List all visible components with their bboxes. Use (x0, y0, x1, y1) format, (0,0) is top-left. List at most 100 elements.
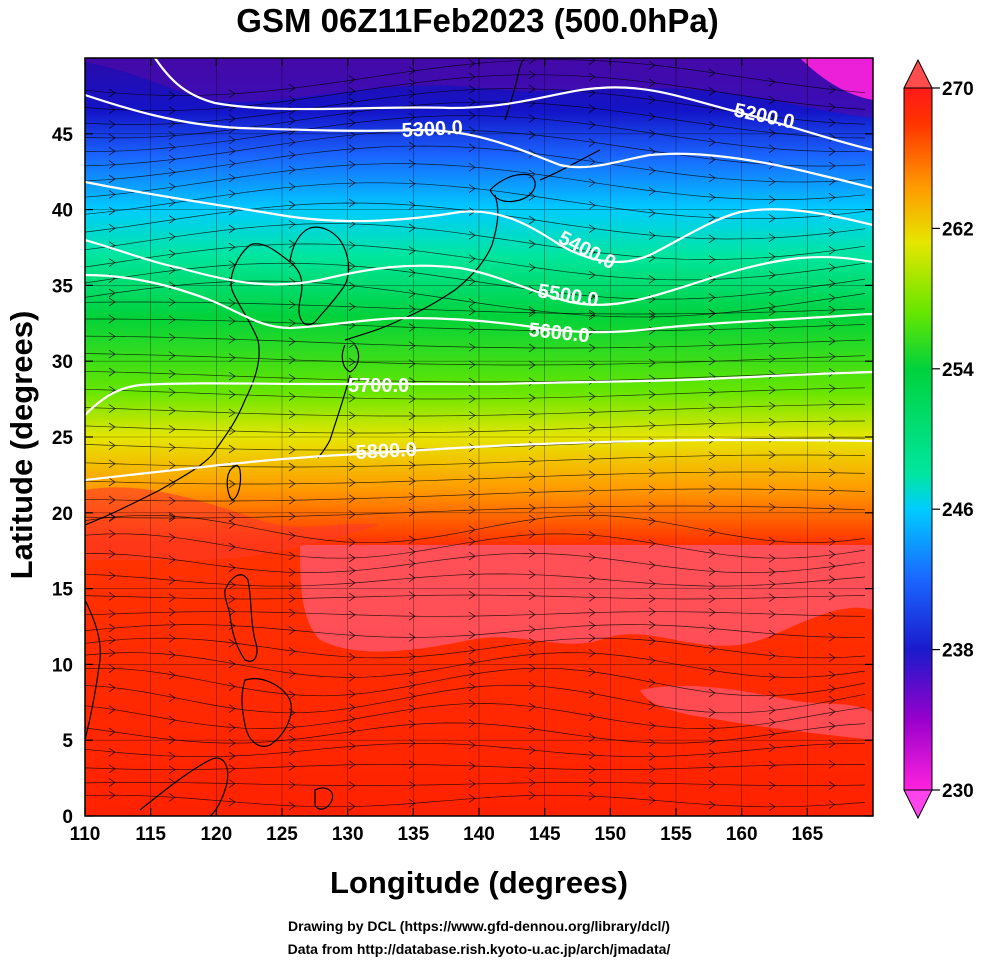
streamline-arrow (648, 342, 656, 352)
streamline-arrow (528, 441, 536, 450)
streamline-arrow (528, 326, 536, 335)
colorbar-body (903, 87, 933, 791)
streamline-arrow (408, 289, 416, 299)
streamline-arrow (108, 571, 116, 581)
streamline-arrow (588, 712, 596, 722)
streamline-arrow (528, 239, 536, 249)
streamline-arrow (168, 333, 176, 342)
streamline-arrow (768, 502, 776, 512)
streamline-arrow (228, 189, 236, 199)
streamline-arrow (288, 220, 296, 229)
x-axis: 110 115 120 125 130 135 140 145 150 155 160 165 (70, 58, 824, 845)
streamline-arrow (288, 337, 296, 346)
streamline-arrow (168, 215, 176, 224)
streamline-arrow (468, 184, 476, 193)
streamline-arrow (468, 360, 476, 370)
streamline-arrow (768, 354, 776, 364)
streamline-arrow (168, 670, 176, 680)
streamline-arrow (108, 422, 116, 432)
streamline-arrow (768, 128, 776, 138)
streamline-arrow (108, 297, 116, 307)
contour-label-5800: 5800.0 (355, 439, 417, 464)
streamline-arrow (348, 198, 356, 208)
streamline-arrow (228, 242, 236, 252)
streamline-arrow (768, 651, 776, 661)
colorbar-tick-label: 262 (942, 219, 974, 240)
streamline-arrow (408, 268, 416, 278)
streamline-arrow (408, 223, 416, 233)
streamline-arrow (828, 707, 836, 717)
chart-title: GSM 06Z11Feb2023 (500.0hPa) (236, 2, 719, 39)
streamline-arrow (768, 536, 776, 546)
streamline-arrow (768, 609, 776, 619)
streamline-arrow (288, 410, 296, 419)
china-coast (85, 243, 316, 526)
streamline-arrow (528, 169, 536, 179)
streamline-arrow (108, 683, 116, 693)
streamline-arrow (348, 553, 356, 563)
streamline-arrow (108, 120, 116, 129)
streamline-arrow (468, 324, 476, 334)
luzon (224, 574, 258, 662)
streamline-arrow (648, 208, 656, 218)
streamline-arrow (348, 462, 356, 471)
streamline-arrow (408, 573, 416, 583)
streamline-arrow (828, 321, 836, 330)
streamline-arrow (288, 200, 296, 210)
streamline-arrow (288, 626, 296, 635)
contour-label-5300: 5300.0 (401, 117, 463, 142)
streamline-arrow (468, 85, 476, 94)
streamline-arrow (528, 456, 536, 466)
streamline-arrow (228, 298, 236, 308)
streamline-arrow (708, 255, 716, 264)
y-tick-label: 25 (52, 428, 74, 449)
streamline-arrow (648, 501, 656, 511)
streamline-arrow (828, 161, 836, 171)
streamline-arrow (408, 112, 416, 122)
streamline-arrow (408, 738, 416, 748)
streamline-arrow (468, 761, 476, 771)
colorbar-tick-label: 238 (942, 641, 974, 662)
streamline-arrow (588, 574, 596, 584)
streamline-arrow (168, 555, 176, 565)
streamline-arrow (828, 416, 836, 426)
streamline-arrow (108, 529, 116, 539)
streamline-arrow (828, 85, 836, 95)
streamline-arrow (228, 779, 236, 788)
streamline-arrow (828, 118, 836, 128)
streamline-arrow (768, 729, 776, 739)
streamline-arrow (708, 213, 716, 223)
streamline-arrow (648, 678, 656, 688)
streamline-arrow (468, 611, 476, 621)
streamline-arrow (768, 579, 776, 589)
streamline-arrow (588, 224, 596, 234)
streamline-arrow (108, 146, 116, 156)
streamline-arrow (768, 417, 776, 427)
x-tick-label: 130 (332, 824, 364, 845)
streamline-arrow (168, 751, 176, 761)
streamline-arrow (768, 287, 776, 297)
streamline-arrow (168, 424, 176, 434)
streamline-arrow (348, 240, 356, 250)
streamline-arrow (348, 726, 356, 736)
streamline-arrow (288, 355, 296, 365)
streamline-arrow (708, 451, 716, 461)
streamline-arrow (468, 569, 476, 579)
streamline-arrow (108, 332, 116, 341)
streamline-arrow (228, 797, 236, 807)
streamline-arrow (768, 781, 776, 790)
streamline-arrow (108, 206, 116, 216)
streamline-arrow (288, 734, 296, 744)
streamline-arrow (168, 533, 176, 542)
streamline-arrow (528, 791, 536, 800)
streamline-arrow (708, 549, 716, 558)
streamline-arrow (168, 406, 176, 416)
streamline-arrow (708, 607, 716, 617)
streamline-arrow (108, 367, 116, 377)
streamline-arrow (528, 58, 536, 65)
streamline-arrow (528, 570, 536, 580)
streamline-arrow (828, 561, 836, 571)
streamline-arrow (648, 60, 656, 70)
streamline-arrow (708, 780, 716, 789)
streamline-arrow (708, 666, 716, 676)
